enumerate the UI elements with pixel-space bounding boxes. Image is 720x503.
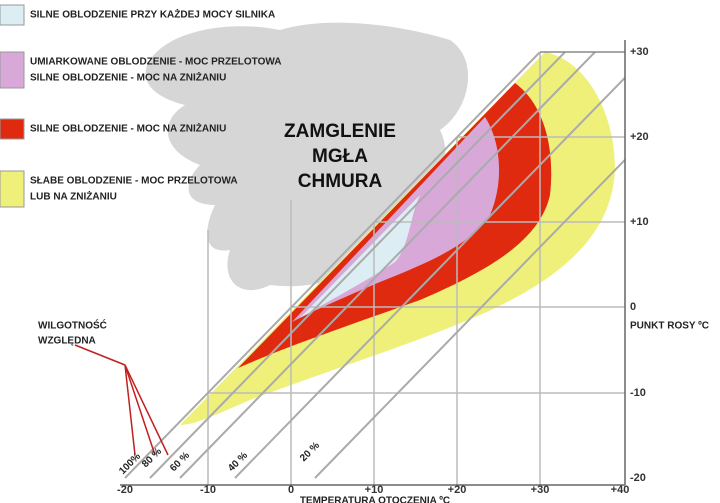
rh-line bbox=[234, 76, 625, 479]
y-tick-label: 0 bbox=[630, 301, 636, 313]
legend-text: LUB NA ZNIŻANIU bbox=[30, 190, 117, 203]
rh-label: 20 % bbox=[298, 440, 322, 464]
humidity-label: WZGLĘDNA bbox=[38, 336, 96, 347]
legend-swatch bbox=[0, 4, 25, 26]
y-tick-label: +20 bbox=[630, 131, 649, 143]
y-axis-title: PUNKT ROSY ºC bbox=[630, 321, 709, 332]
rh-label: 40 % bbox=[226, 450, 250, 474]
rh-pointers bbox=[74, 344, 169, 456]
y-tick-label: +30 bbox=[630, 46, 649, 58]
grid bbox=[124, 52, 625, 485]
fog-label: CHMURA bbox=[298, 171, 383, 192]
legend-text: SŁABE OBLODZENIE - MOC PRZELOTOWA bbox=[30, 176, 238, 187]
zone-heavy-any bbox=[300, 195, 420, 318]
zone-moderate bbox=[292, 117, 500, 322]
x-tick-label: 0 bbox=[288, 484, 294, 496]
icing-zones bbox=[180, 52, 615, 425]
legend-text: SILNE OBLODZENIE - MOC NA ZNIŻANIU bbox=[30, 71, 226, 84]
x-tick-label: -20 bbox=[117, 484, 133, 496]
x-tick-label: +10 bbox=[365, 484, 384, 496]
legend-text: SILNE OBLODZENIE - MOC NA ZNIŻANIU bbox=[30, 122, 226, 135]
legend-swatch bbox=[0, 118, 25, 140]
legend-swatch bbox=[0, 170, 25, 208]
fog-label: MGŁA bbox=[312, 146, 368, 167]
x-tick-label: -10 bbox=[200, 484, 216, 496]
rh-line bbox=[179, 52, 596, 479]
humidity-label: WILGOTNOŚĆ bbox=[38, 319, 107, 332]
legend-text: SILNE OBLODZENIE PRZY KAŻDEJ MOCY SILNIK… bbox=[30, 8, 275, 21]
y-tick-label: +10 bbox=[630, 216, 649, 228]
y-tick-label: -20 bbox=[630, 472, 646, 484]
rh-line bbox=[124, 52, 541, 479]
x-tick-label: +30 bbox=[531, 484, 550, 496]
x-tick-label: +40 bbox=[611, 484, 630, 496]
legend-text: UMIARKOWANE OBLODZENIE - MOC PRZELOTOWA bbox=[30, 57, 281, 68]
fog-label: ZAMGLENIE bbox=[284, 121, 396, 142]
legend-swatch bbox=[0, 51, 25, 89]
rh-line bbox=[314, 158, 625, 479]
x-axis-title: TEMPERATURA OTOCZENIA ºC bbox=[300, 496, 450, 503]
x-tick-label: +20 bbox=[448, 484, 467, 496]
rh-line bbox=[149, 52, 566, 479]
y-tick-label: -10 bbox=[630, 387, 646, 399]
